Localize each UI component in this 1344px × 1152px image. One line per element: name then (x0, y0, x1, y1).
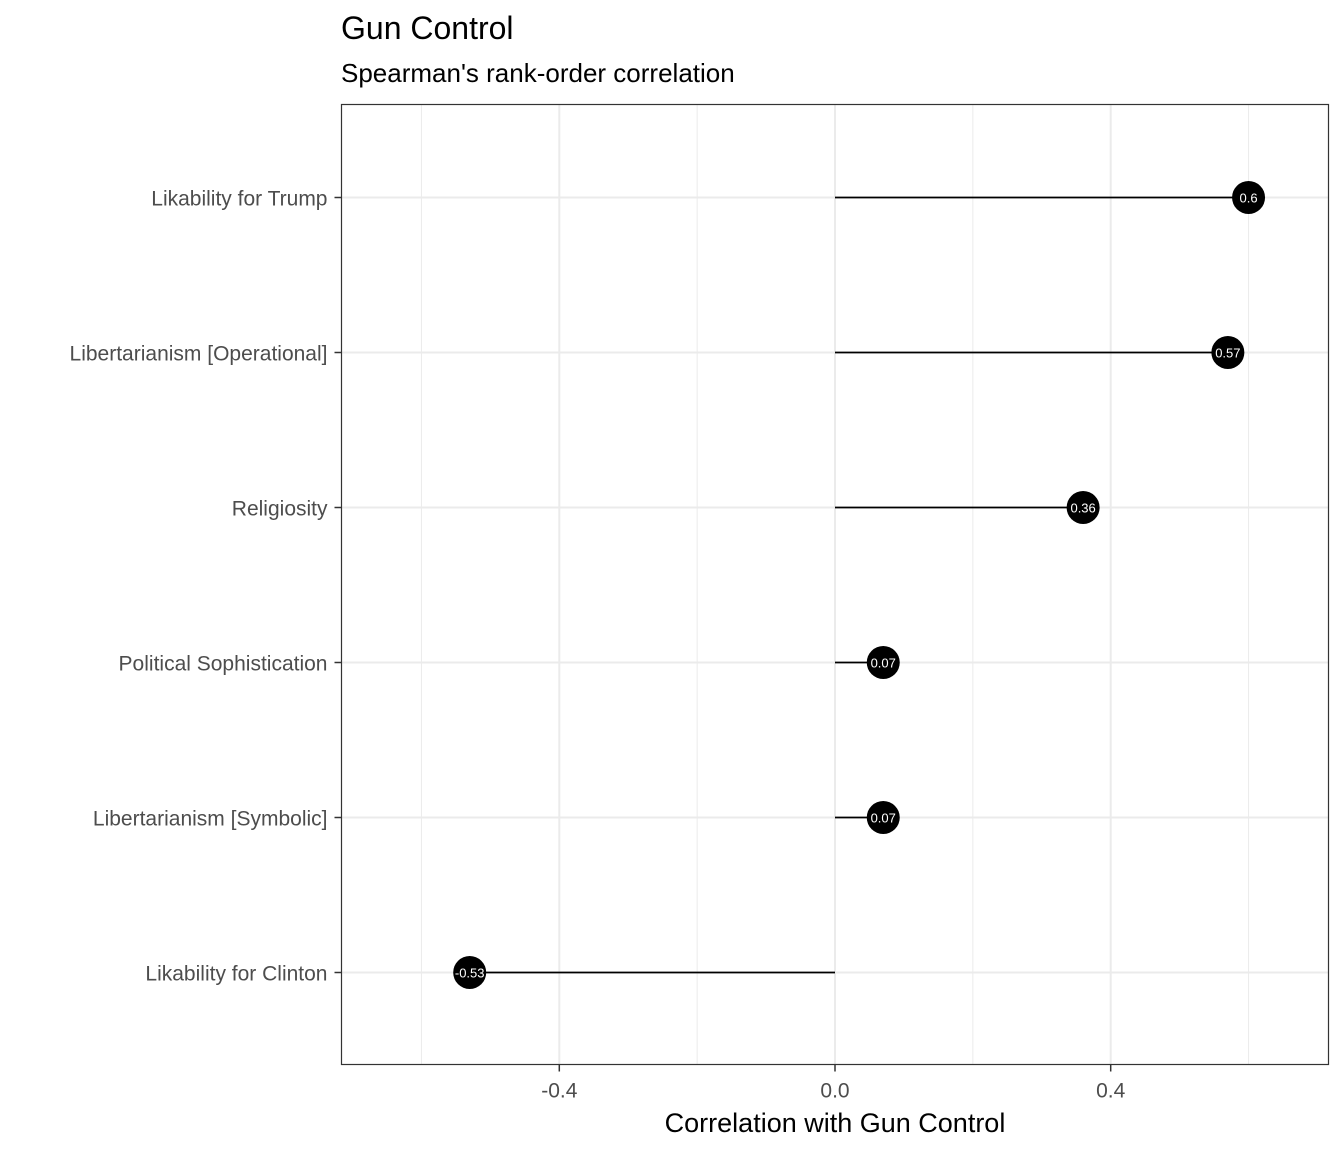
data-label: 0.07 (871, 811, 896, 826)
chart-title: Gun Control (341, 10, 514, 46)
x-tick-label: -0.4 (541, 1080, 578, 1103)
grid-lines (341, 104, 1329, 1065)
y-tick-label: Libertarianism [Operational] (70, 343, 328, 366)
data-point (453, 956, 487, 989)
data-point (1211, 336, 1245, 369)
data-label: 0.6 (1240, 191, 1258, 206)
data-point (866, 646, 900, 679)
data-label: 0.36 (1070, 501, 1095, 516)
x-tick-label: 0.4 (1096, 1080, 1126, 1103)
lollipop-segments (469, 196, 1249, 974)
x-axis-title: Correlation with Gun Control (665, 1108, 1006, 1138)
x-tick-label: 0.0 (820, 1080, 849, 1103)
y-axis: Likability for Trump Libertarianism [Oper… (70, 188, 342, 986)
x-axis: -0.4 0.0 0.4 (541, 1064, 1126, 1103)
data-point (1232, 181, 1266, 214)
data-label: 0.57 (1215, 346, 1240, 361)
value-labels: 0.6 0.57 0.36 0.07 0.07 -0.53 (455, 191, 1258, 981)
y-tick-label: Religiosity (232, 498, 328, 521)
lollipop-points (453, 181, 1266, 989)
y-tick-label: Likability for Clinton (145, 963, 327, 986)
data-point (866, 801, 900, 834)
y-tick-label: Political Sophistication (119, 653, 328, 676)
y-tick-label: Libertarianism [Symbolic] (93, 808, 328, 831)
data-point (1066, 491, 1100, 524)
data-label: -0.53 (455, 966, 485, 981)
y-tick-label: Likability for Trump (151, 188, 327, 211)
chart-subtitle: Spearman's rank-order correlation (341, 58, 735, 88)
data-label: 0.07 (871, 656, 896, 671)
